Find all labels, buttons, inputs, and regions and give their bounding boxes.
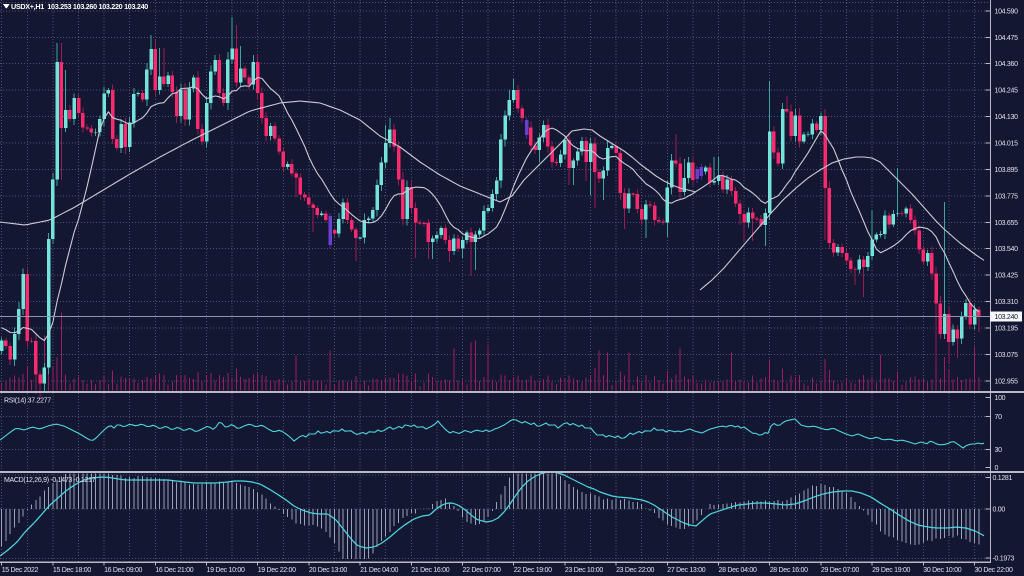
svg-text:103.775: 103.775 xyxy=(995,193,1019,200)
svg-text:23 Dec 10:00: 23 Dec 10:00 xyxy=(565,567,603,574)
svg-text:27 Dec 13:00: 27 Dec 13:00 xyxy=(667,567,705,574)
svg-text:104.590: 104.590 xyxy=(995,8,1019,15)
svg-text:16 Dec 09:00: 16 Dec 09:00 xyxy=(104,567,142,574)
svg-text:28 Dec 04:00: 28 Dec 04:00 xyxy=(719,567,757,574)
svg-text:16 Dec 21:00: 16 Dec 21:00 xyxy=(155,567,193,574)
svg-text:0.1281: 0.1281 xyxy=(993,475,1013,482)
svg-text:103.895: 103.895 xyxy=(995,167,1019,174)
svg-text:21 Dec 04:00: 21 Dec 04:00 xyxy=(360,567,398,574)
svg-text:30 Dec 10:00: 30 Dec 10:00 xyxy=(923,567,961,574)
svg-text:19 Dec 22:00: 19 Dec 22:00 xyxy=(258,567,296,574)
svg-text:15 Dec 18:00: 15 Dec 18:00 xyxy=(53,567,91,574)
svg-text:104.245: 104.245 xyxy=(995,88,1019,95)
svg-text:104.015: 104.015 xyxy=(995,141,1019,148)
svg-text:103.310: 103.310 xyxy=(995,299,1019,306)
svg-text:RSI(14) 37.2277: RSI(14) 37.2277 xyxy=(4,397,51,404)
svg-text:103.075: 103.075 xyxy=(995,352,1019,359)
svg-text:104.130: 104.130 xyxy=(995,114,1019,121)
svg-text:23 Dec 22:00: 23 Dec 22:00 xyxy=(616,567,654,574)
svg-text:15 Dec 2022: 15 Dec 2022 xyxy=(2,567,39,574)
svg-text:19 Dec 10:00: 19 Dec 10:00 xyxy=(207,567,245,574)
svg-text:22 Dec 19:00: 22 Dec 19:00 xyxy=(514,567,552,574)
svg-text:104.475: 104.475 xyxy=(995,35,1019,42)
svg-text:102.955: 102.955 xyxy=(995,378,1019,385)
svg-text:104.360: 104.360 xyxy=(995,61,1019,68)
svg-text:20 Dec 13:00: 20 Dec 13:00 xyxy=(309,567,347,574)
svg-text:70: 70 xyxy=(995,414,1003,421)
svg-text:29 Dec 19:00: 29 Dec 19:00 xyxy=(872,567,910,574)
svg-text:103.540: 103.540 xyxy=(995,246,1019,253)
svg-text:30: 30 xyxy=(995,447,1003,454)
svg-text:103.655: 103.655 xyxy=(995,220,1019,227)
svg-text:22 Dec 07:00: 22 Dec 07:00 xyxy=(463,567,501,574)
svg-text:21 Dec 16:00: 21 Dec 16:00 xyxy=(411,567,449,574)
svg-text:103.195: 103.195 xyxy=(995,325,1019,332)
svg-text:0: 0 xyxy=(995,465,999,472)
svg-text:30 Dec 22:00: 30 Dec 22:00 xyxy=(975,567,1013,574)
svg-text:103.425: 103.425 xyxy=(995,273,1019,280)
svg-text:103.240: 103.240 xyxy=(995,314,1019,321)
svg-text:0.00: 0.00 xyxy=(993,507,1006,514)
svg-text:29 Dec 07:00: 29 Dec 07:00 xyxy=(821,567,859,574)
svg-text:-0.1973: -0.1973 xyxy=(993,556,1015,563)
svg-text:USDX+,H1 103.253 103.260 103.: USDX+,H1 103.253 103.260 103.220 103.240 xyxy=(11,2,148,11)
svg-text:28 Dec 16:00: 28 Dec 16:00 xyxy=(770,567,808,574)
svg-text:100: 100 xyxy=(995,395,1006,402)
svg-text:MACD(12,26,9) -0.1473 -0.1217: MACD(12,26,9) -0.1473 -0.1217 xyxy=(4,477,96,484)
